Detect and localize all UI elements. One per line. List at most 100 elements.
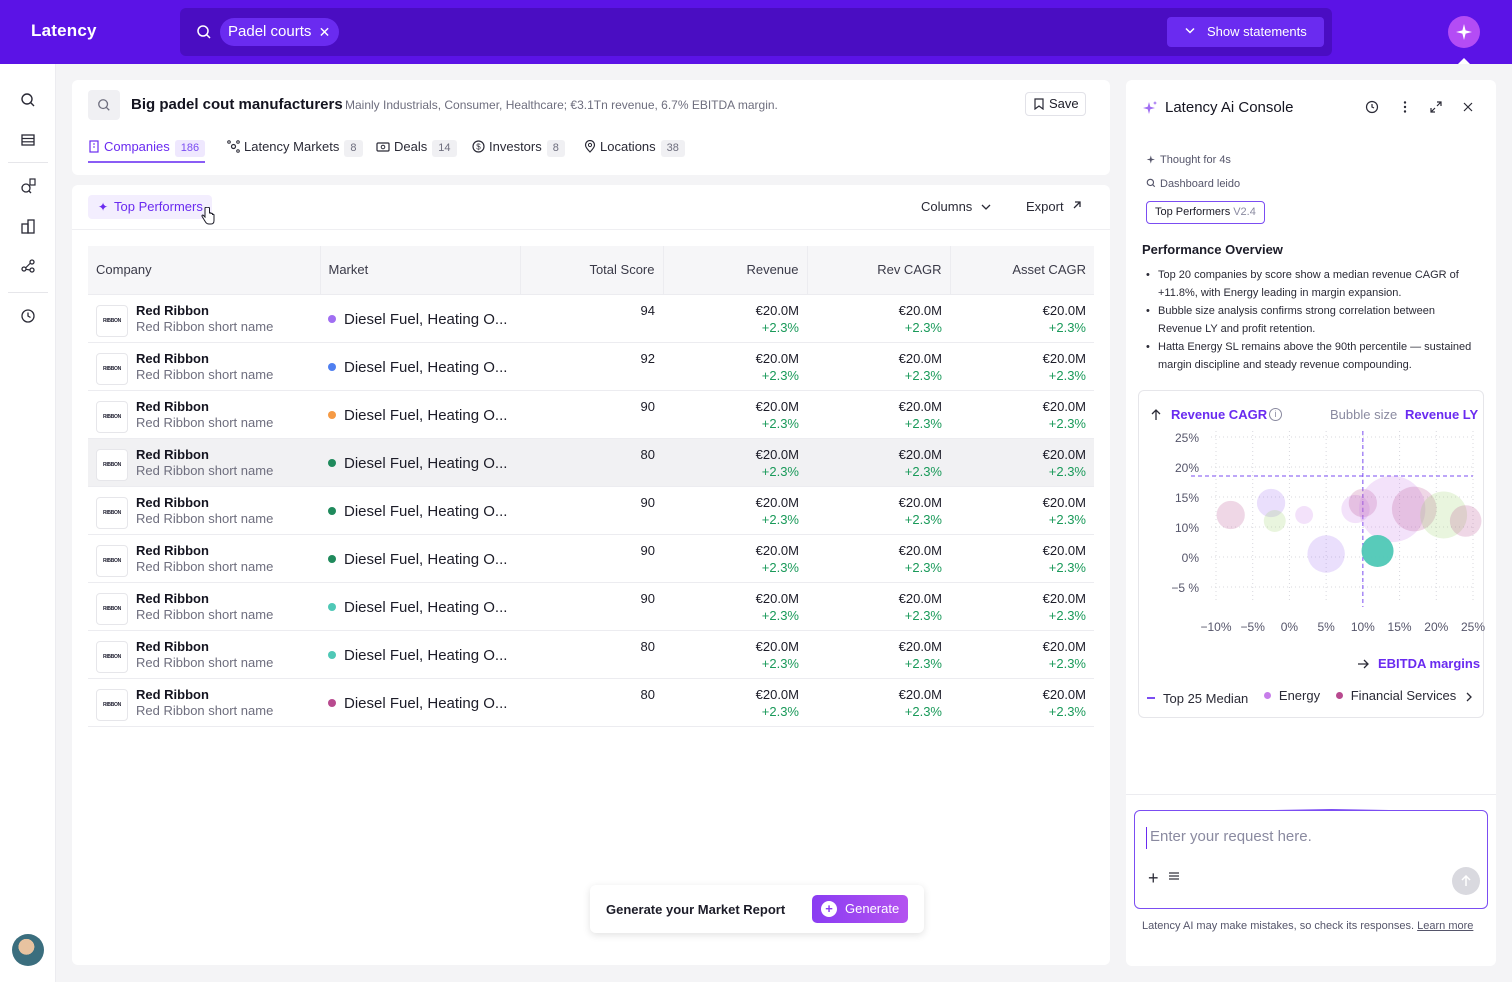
- context-badge[interactable]: Top Performers V2.4: [1146, 201, 1265, 224]
- prompt-input[interactable]: Enter your request here. +: [1134, 810, 1488, 909]
- top-performers-chip[interactable]: ✦ Top Performers: [88, 195, 212, 219]
- company-cell[interactable]: RIBBON Red Ribbon Red Ribbon short name: [88, 678, 320, 727]
- rev-cagr-cell: €20.0M +2.3%: [807, 486, 950, 535]
- market-cell[interactable]: Diesel Fuel, Heating O...: [320, 582, 520, 631]
- market-dot: [328, 603, 336, 611]
- export-button[interactable]: Export: [1026, 199, 1083, 214]
- col-asset-cagr[interactable]: Asset CAGR: [949, 246, 1094, 295]
- market-cell[interactable]: Diesel Fuel, Heating O...: [320, 390, 520, 439]
- market-cell[interactable]: Diesel Fuel, Heating O...: [320, 534, 520, 583]
- tab-deals[interactable]: Deals 14: [376, 136, 457, 163]
- market-cell[interactable]: Diesel Fuel, Heating O...: [320, 294, 520, 343]
- company-cell[interactable]: RIBBON Red Ribbon Red Ribbon short name: [88, 438, 320, 487]
- revenue-change: +2.3%: [761, 415, 799, 431]
- generate-button[interactable]: + Generate: [812, 895, 908, 923]
- asset-cagr-cell: €20.0M +2.3%: [950, 390, 1094, 439]
- options-icon[interactable]: [1168, 871, 1180, 881]
- table-row[interactable]: RIBBON Red Ribbon Red Ribbon short name Die…: [88, 630, 1094, 679]
- table-row[interactable]: RIBBON Red Ribbon Red Ribbon short name Die…: [88, 486, 1094, 535]
- ai-sparkle-button[interactable]: [1448, 16, 1480, 48]
- market-cell[interactable]: Diesel Fuel, Heating O...: [320, 486, 520, 535]
- sparkle-icon: ✦: [98, 200, 109, 214]
- data-bubble: [1256, 488, 1286, 518]
- top-performers-label: Top Performers: [114, 199, 203, 214]
- company-cell[interactable]: RIBBON Red Ribbon Red Ribbon short name: [88, 486, 320, 535]
- info-icon[interactable]: i: [1269, 408, 1282, 421]
- company-cell[interactable]: RIBBON Red Ribbon Red Ribbon short name: [88, 390, 320, 439]
- data-bubble: [1216, 500, 1245, 530]
- asset-cagr-cell: €20.0M +2.3%: [950, 342, 1094, 391]
- tab-locations[interactable]: Locations 38: [584, 136, 685, 163]
- close-icon[interactable]: [1462, 100, 1474, 114]
- col-company[interactable]: Company: [88, 246, 320, 295]
- col-total-score[interactable]: Total Score: [519, 246, 663, 295]
- market-cell[interactable]: Diesel Fuel, Heating O...: [320, 630, 520, 679]
- score-cell: 80: [520, 630, 663, 679]
- revenue-cell: €20.0M +2.3%: [663, 582, 807, 631]
- revenue-cell: €20.0M +2.3%: [663, 486, 807, 535]
- tab-companies[interactable]: Companies 186: [88, 136, 206, 163]
- show-statements-label: Show statements: [1207, 24, 1307, 39]
- save-label: Save: [1049, 96, 1079, 111]
- table-row[interactable]: RIBBON Red Ribbon Red Ribbon short name Die…: [88, 342, 1094, 391]
- col-revenue[interactable]: Revenue: [662, 246, 807, 295]
- list-item: Hatta Energy SL remains above the 90th p…: [1142, 338, 1482, 374]
- company-cell[interactable]: RIBBON Red Ribbon Red Ribbon short name: [88, 582, 320, 631]
- user-avatar[interactable]: [12, 934, 44, 966]
- score-value: 90: [640, 398, 655, 414]
- col-market[interactable]: Market: [319, 246, 520, 295]
- more-options-icon[interactable]: [1398, 100, 1412, 114]
- legend-item[interactable]: Top 25 Median: [1147, 691, 1248, 706]
- global-search[interactable]: Padel courts ✕ Show statements: [180, 8, 1332, 56]
- network-icon[interactable]: [20, 258, 36, 274]
- buildings-icon[interactable]: [20, 218, 36, 234]
- add-attachment-icon[interactable]: +: [1148, 868, 1159, 888]
- col-rev-cagr[interactable]: Rev CAGR: [806, 246, 950, 295]
- tab-count: 8: [344, 140, 363, 157]
- query-search-button[interactable]: [88, 90, 120, 120]
- score-value: 90: [640, 590, 655, 606]
- company-search-icon[interactable]: [20, 178, 36, 194]
- score-cell: 94: [520, 294, 663, 343]
- table-row[interactable]: RIBBON Red Ribbon Red Ribbon short name Die…: [88, 294, 1094, 343]
- search-icon[interactable]: [20, 92, 36, 108]
- y-axis-label[interactable]: Revenue CAGR: [1171, 407, 1268, 422]
- expand-icon[interactable]: [1429, 100, 1443, 114]
- y-tick-label: 10%: [1175, 521, 1199, 535]
- search-chip[interactable]: Padel courts ✕: [220, 18, 340, 46]
- history-icon[interactable]: [1365, 100, 1379, 114]
- market-cell[interactable]: Diesel Fuel, Heating O...: [320, 342, 520, 391]
- close-icon[interactable]: ✕: [318, 24, 331, 40]
- table-icon[interactable]: [20, 132, 36, 148]
- show-statements-button[interactable]: Show statements: [1167, 17, 1324, 47]
- rev-cagr-change: +2.3%: [904, 367, 942, 383]
- revenue-value: €20.0M: [755, 302, 799, 318]
- table-row[interactable]: RIBBON Red Ribbon Red Ribbon short name Die…: [88, 438, 1094, 487]
- market-cell[interactable]: Diesel Fuel, Heating O...: [320, 438, 520, 487]
- company-cell[interactable]: RIBBON Red Ribbon Red Ribbon short name: [88, 294, 320, 343]
- send-button[interactable]: [1452, 867, 1480, 895]
- save-button[interactable]: Save: [1025, 92, 1086, 116]
- bubble-size-metric[interactable]: Revenue LY: [1405, 407, 1479, 422]
- market-cell[interactable]: Diesel Fuel, Heating O...: [320, 678, 520, 727]
- table-row[interactable]: RIBBON Red Ribbon Red Ribbon short name Die…: [88, 390, 1094, 439]
- disclaimer: Latency AI may make mistakes, so check i…: [1142, 918, 1482, 934]
- company-cell[interactable]: RIBBON Red Ribbon Red Ribbon short name: [88, 630, 320, 679]
- company-cell[interactable]: RIBBON Red Ribbon Red Ribbon short name: [88, 534, 320, 583]
- legend-item[interactable]: Energy: [1263, 688, 1320, 703]
- app-logo[interactable]: Latency: [31, 21, 97, 40]
- learn-more-link[interactable]: Learn more: [1417, 920, 1474, 932]
- tab-latency-markets[interactable]: Latency Markets 8: [227, 136, 363, 163]
- legend-item[interactable]: Financial Services: [1335, 688, 1456, 703]
- legend-label: Top 25 Median: [1163, 690, 1249, 706]
- columns-dropdown[interactable]: Columns: [921, 199, 992, 214]
- clock-icon[interactable]: [20, 308, 36, 324]
- x-axis-label[interactable]: EBITDA margins: [1378, 656, 1481, 671]
- table-row[interactable]: RIBBON Red Ribbon Red Ribbon short name Die…: [88, 534, 1094, 583]
- chevron-right-icon[interactable]: [1465, 691, 1473, 703]
- tab-investors[interactable]: $ Investors 8: [472, 136, 565, 163]
- company-name: Red Ribbon: [136, 446, 209, 462]
- table-row[interactable]: RIBBON Red Ribbon Red Ribbon short name Die…: [88, 678, 1094, 727]
- table-row[interactable]: RIBBON Red Ribbon Red Ribbon short name Die…: [88, 582, 1094, 631]
- company-cell[interactable]: RIBBON Red Ribbon Red Ribbon short name: [88, 342, 320, 391]
